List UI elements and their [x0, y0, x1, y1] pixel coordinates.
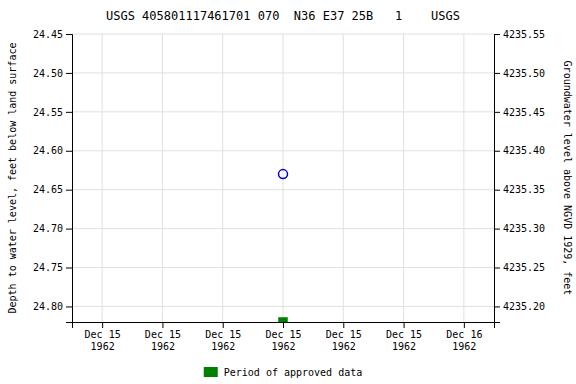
y-tick-label: 24.65	[33, 184, 63, 195]
y-tick: 24.50	[33, 68, 72, 79]
y-tick-mark	[66, 34, 72, 35]
x-tick: Dec 151962	[386, 322, 422, 352]
x-tick-label: Dec 151962	[205, 329, 241, 352]
y-tick-mark	[66, 112, 72, 113]
x-tick-mark	[283, 322, 284, 328]
y-tick: 24.65	[33, 184, 72, 195]
x-tick-mark	[223, 322, 224, 328]
x-tick-label: Dec 151962	[386, 329, 422, 352]
x-tick-label: Dec 151962	[265, 329, 301, 352]
data-points	[279, 170, 288, 322]
y-tick-mark	[66, 151, 72, 152]
y-tick: 24.55	[33, 107, 72, 118]
x-grid-line	[343, 34, 344, 322]
y2-axis-title: Groundwater level above NGVD 1929, feet	[562, 61, 573, 296]
y2-tick: 4235.25	[494, 262, 545, 273]
y-tick-label: 24.60	[33, 145, 63, 156]
chart: Dec 151962 Dec 151962 Dec 151962 Dec 151962…	[0, 0, 576, 384]
y-tick: 24.80	[33, 301, 72, 312]
y-tick: 24.70	[33, 223, 72, 234]
y-tick-mark	[66, 229, 72, 230]
y-axis-line	[66, 35, 73, 323]
legend-item: Period of approved data	[204, 367, 362, 378]
y2-tick: 4235.30	[494, 223, 545, 234]
y2-tick-mark	[494, 112, 500, 113]
x-tick-mark	[343, 322, 344, 328]
x-tick-mark	[464, 322, 465, 328]
y-tick-label: 24.75	[33, 262, 63, 273]
y-tick-label: 24.50	[33, 68, 63, 79]
y2-tick-mark	[494, 229, 500, 230]
x-grid-line	[102, 34, 103, 322]
x-tick-label: Dec 151962	[85, 329, 121, 352]
x-axis-line	[73, 323, 495, 329]
x-tick: Dec 161962	[446, 322, 482, 352]
y-tick-mark	[66, 73, 72, 74]
x-tick: Dec 151962	[205, 322, 241, 352]
y2-axis: 4235.55 4235.50 4235.45 4235.40 4235.35 4235.…	[494, 29, 545, 323]
y-tick-mark	[66, 306, 72, 307]
y2-tick-label: 4235.40	[503, 145, 545, 156]
y-tick-label: 24.55	[33, 107, 63, 118]
y-axis-title: Depth to water level, feet below land su…	[7, 43, 18, 314]
y2-tick-label: 4235.45	[503, 107, 545, 118]
x-tick-label: Dec 151962	[326, 329, 362, 352]
legend: Period of approved data	[204, 367, 362, 378]
y2-tick-mark	[494, 73, 500, 74]
title: USGS 405801117461701 070 N36 E37 25B 1 U…	[106, 9, 460, 23]
y-tick-mark	[66, 190, 72, 191]
x-tick-label: Dec 161962	[446, 329, 482, 352]
y2-tick-label: 4235.55	[503, 29, 545, 40]
x-tick: Dec 151962	[85, 322, 121, 352]
x-grid-line	[463, 34, 464, 322]
y2-tick-label: 4235.35	[503, 184, 545, 195]
y-tick: 24.45	[33, 29, 72, 40]
y2-tick-mark	[494, 34, 500, 35]
y-axis: 24.45 24.50 24.55 24.60 24.65 24.70 24.75 24.80	[33, 29, 73, 323]
x-tick: Dec 151962	[326, 322, 362, 352]
y-tick-label: 24.45	[33, 29, 63, 40]
x-tick-mark	[102, 322, 103, 328]
y2-tick: 4235.40	[494, 145, 545, 156]
legend-label: Period of approved data	[224, 367, 362, 378]
y2-tick-label: 4235.25	[503, 262, 545, 273]
y2-tick-mark	[494, 190, 500, 191]
x-tick: Dec 151962	[265, 322, 301, 352]
x-tick-mark	[162, 322, 163, 328]
y2-tick-mark	[494, 306, 500, 307]
plot: Dec 151962 Dec 151962 Dec 151962 Dec 151962…	[33, 29, 545, 352]
x-grid-line	[222, 34, 223, 322]
x-tick-mark	[404, 322, 405, 328]
y2-tick: 4235.20	[494, 301, 545, 312]
y-tick: 24.75	[33, 262, 72, 273]
y2-tick-mark	[494, 151, 500, 152]
y-tick-label: 24.80	[33, 301, 63, 312]
y2-tick: 4235.50	[494, 68, 545, 79]
y2-tick-mark	[494, 268, 500, 269]
y2-tick: 4235.55	[494, 29, 545, 40]
y2-tick: 4235.35	[494, 184, 545, 195]
legend-swatch	[204, 367, 218, 377]
x-axis: Dec 151962 Dec 151962 Dec 151962 Dec 151962…	[73, 322, 495, 352]
y-tick-label: 24.70	[33, 223, 63, 234]
x-tick: Dec 151962	[145, 322, 181, 352]
x-tick-label: Dec 151962	[145, 329, 181, 352]
y2-tick-label: 4235.50	[503, 68, 545, 79]
x-grid-line	[403, 34, 404, 322]
y2-tick-label: 4235.30	[503, 223, 545, 234]
y2-tick-label: 4235.20	[503, 301, 545, 312]
y-tick-mark	[66, 268, 72, 269]
y2-axis-line	[495, 35, 501, 323]
x-grid-line	[162, 34, 163, 322]
data-point	[279, 318, 287, 322]
y-tick: 24.60	[33, 145, 72, 156]
y2-tick: 4235.45	[494, 107, 545, 118]
grid	[72, 34, 494, 322]
data-point	[279, 170, 288, 179]
